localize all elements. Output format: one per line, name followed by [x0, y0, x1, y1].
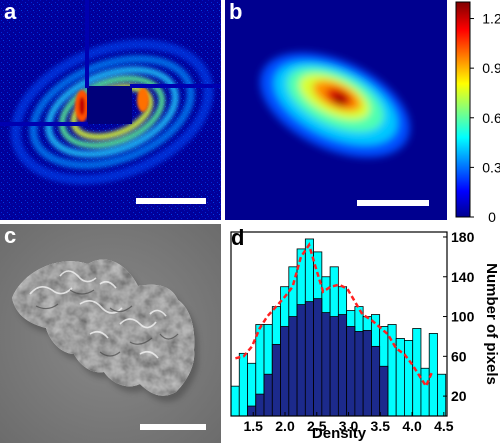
colorbar-gradient — [455, 1, 471, 218]
histogram-bar-total — [238, 352, 248, 417]
histogram-bar-subset — [280, 326, 290, 417]
x-tick-label: 3.5 — [371, 418, 391, 434]
histogram-bar-subset — [337, 314, 348, 417]
panel-label-d: d — [231, 225, 245, 250]
histogram-bar-subset — [288, 316, 298, 417]
x-tick-label: 4.5 — [434, 418, 454, 434]
y-tick-label: 140 — [451, 269, 475, 285]
histogram-bar-total — [437, 373, 447, 417]
sem-image — [0, 224, 221, 443]
x-axis-label: Density — [312, 425, 367, 442]
trend-line — [235, 242, 434, 389]
density-histogram-panel: 1.5 2.0 2.5 3.0 3.5 4.0 4.5 20 60 100 140 180 Dens… — [225, 224, 500, 443]
histogram-bar-total — [404, 340, 414, 417]
y-tick-label: 100 — [451, 309, 475, 325]
histogram-bar-subset — [321, 312, 331, 417]
histogram-bar-subset — [247, 405, 257, 417]
sem-image-panel: c — [0, 224, 221, 443]
y-tick-label: 180 — [451, 229, 475, 245]
colorbar: 1.2 0.9 0.6 0.3 0 — [448, 0, 500, 225]
colorbar-tick-label: 0 — [488, 209, 496, 222]
histogram-bar-subset — [362, 330, 372, 417]
histogram-bar-subset — [263, 373, 273, 417]
histogram-bar-total — [230, 385, 240, 417]
x-tick-label: 3.0 — [339, 418, 359, 434]
x-tick-label: 2.0 — [275, 418, 295, 434]
histogram-bar-subset — [329, 316, 339, 417]
y-tick-label: 20 — [451, 388, 467, 404]
histogram-bar-subset — [255, 393, 265, 417]
histogram-bar-subset — [379, 365, 389, 417]
histogram-bar-subset — [370, 345, 381, 417]
x-tick-label: 1.5 — [244, 418, 264, 434]
histogram-bar-subset — [354, 331, 364, 417]
density-histogram: 1.5 2.0 2.5 3.0 3.5 4.0 4.5 20 60 100 140 180 Dens… — [230, 229, 500, 442]
colorbar-tick-label: 0.3 — [482, 159, 500, 175]
histogram-bar-total — [420, 367, 430, 417]
x-tick-label: 4.0 — [402, 418, 422, 434]
panel-label-a: a — [4, 0, 17, 24]
histogram-bar-subset — [313, 298, 323, 417]
scale-bar-b — [357, 200, 429, 206]
y-axis-label: Number of pixels — [483, 263, 500, 385]
panel-label-c: c — [4, 224, 17, 248]
histogram-bar-subset — [346, 326, 356, 417]
panel-label-b: b — [229, 0, 243, 24]
colorbar-tick-label: 1.2 — [482, 11, 500, 27]
density-map-panel: b — [225, 0, 447, 220]
colorbar-tick-label: 0.6 — [482, 110, 500, 126]
scale-bar-c — [140, 424, 206, 430]
plot-frame — [230, 231, 448, 417]
histogram-bar-subset — [271, 343, 281, 417]
scale-bar-a — [136, 198, 206, 204]
histogram-bar-total — [412, 328, 422, 417]
density-map-image — [225, 0, 447, 220]
y-tick-label: 60 — [451, 348, 467, 364]
diffraction-pattern-panel: a — [0, 0, 221, 220]
histogram-bar-subset — [296, 304, 306, 417]
colorbar-tick-label: 0.9 — [482, 60, 500, 76]
x-tick-label: 2.5 — [307, 418, 327, 434]
diffraction-pattern-image — [0, 0, 221, 220]
histogram-bar-subset — [304, 301, 314, 417]
